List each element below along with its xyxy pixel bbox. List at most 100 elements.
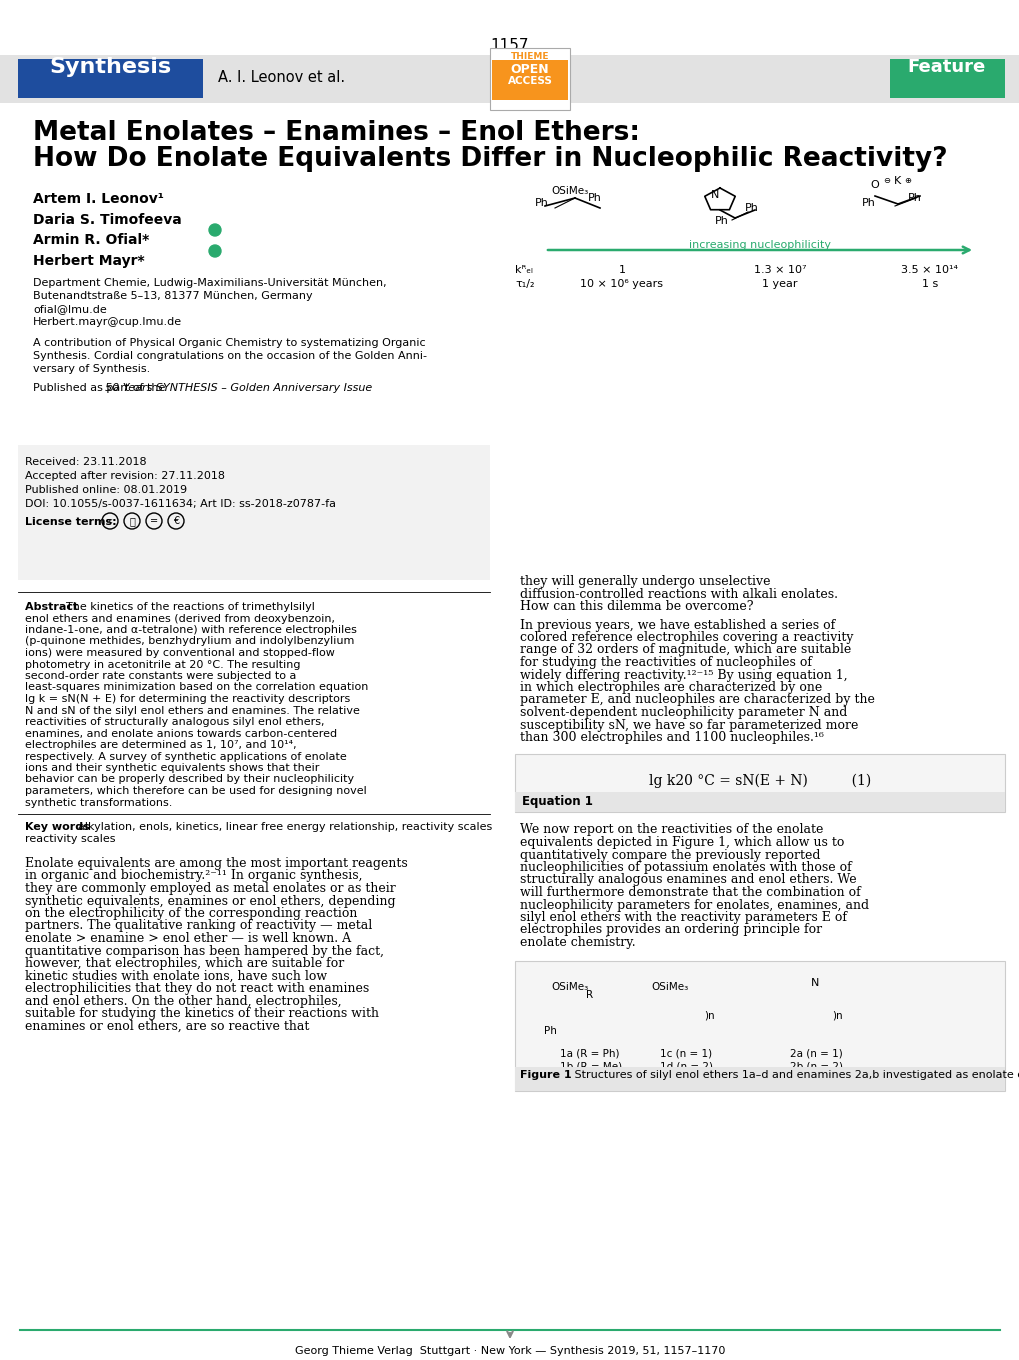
Circle shape xyxy=(209,245,221,257)
Text: Daria S. Timofeeva: Daria S. Timofeeva xyxy=(33,214,181,227)
Text: electrophilicities that they do not react with enamines: electrophilicities that they do not reac… xyxy=(25,982,369,996)
Text: Georg Thieme Verlag  Stuttgart · New York — Synthesis 2019, 51, 1157–1170: Georg Thieme Verlag Stuttgart · New York… xyxy=(294,1346,725,1356)
Bar xyxy=(515,792,1004,812)
Text: License terms:: License terms: xyxy=(25,517,116,526)
Text: )n: )n xyxy=(704,1010,714,1020)
Text: Published online: 08.01.2019: Published online: 08.01.2019 xyxy=(25,486,186,495)
Text: Received: 23.11.2018: Received: 23.11.2018 xyxy=(25,457,147,466)
Text: R: R xyxy=(586,990,593,1001)
Text: parameter E, and nucleophiles are characterized by the: parameter E, and nucleophiles are charac… xyxy=(520,694,874,706)
Text: suitable for studying the kinetics of their reactions with: suitable for studying the kinetics of th… xyxy=(25,1006,379,1020)
Text: widely differing reactivity.¹²⁻¹⁵ By using equation 1,: widely differing reactivity.¹²⁻¹⁵ By usi… xyxy=(520,669,847,681)
Text: OSiMe₃: OSiMe₃ xyxy=(551,982,588,993)
Bar xyxy=(890,58,1004,98)
Text: ACCESS: ACCESS xyxy=(507,76,552,86)
Text: enol ethers and enamines (derived from deoxybenzoin,: enol ethers and enamines (derived from d… xyxy=(25,613,334,623)
Text: OPEN: OPEN xyxy=(511,63,549,76)
Text: Armin R. Ofial*: Armin R. Ofial* xyxy=(33,233,149,248)
Text: Abstract: Abstract xyxy=(25,602,83,612)
Bar xyxy=(515,1066,1004,1091)
Text: ions and their synthetic equivalents shows that their: ions and their synthetic equivalents sho… xyxy=(25,763,319,772)
Text: colored reference electrophiles covering a reactivity: colored reference electrophiles covering… xyxy=(520,631,853,645)
Text: however, that electrophiles, which are suitable for: however, that electrophiles, which are s… xyxy=(25,957,344,970)
Text: Feature: Feature xyxy=(907,58,985,76)
Text: (p-quinone methides, benzhydrylium and indolylbenzylium: (p-quinone methides, benzhydrylium and i… xyxy=(25,636,354,646)
Text: Published as part of the: Published as part of the xyxy=(33,384,169,393)
Text: indane-1-one, and α-tetralone) with reference electrophiles: indane-1-one, and α-tetralone) with refe… xyxy=(25,626,357,635)
Text: lg k20 °C = sN(E + N)          (1): lg k20 °C = sN(E + N) (1) xyxy=(648,774,870,787)
Text: in organic and biochemistry.²⁻¹¹ In organic synthesis,: in organic and biochemistry.²⁻¹¹ In orga… xyxy=(25,869,362,883)
Text: 1.3 × 10⁷: 1.3 × 10⁷ xyxy=(753,265,805,275)
Text: 1 year: 1 year xyxy=(761,279,797,290)
Text: Ph: Ph xyxy=(535,199,548,208)
Text: enamines or enol ethers, are so reactive that: enamines or enol ethers, are so reactive… xyxy=(25,1020,309,1032)
Text: OSiMe₃: OSiMe₃ xyxy=(551,186,588,196)
Text: on the electrophilicity of the corresponding reaction: on the electrophilicity of the correspon… xyxy=(25,907,357,919)
Text: We now report on the reactivities of the enolate: We now report on the reactivities of the… xyxy=(520,824,822,836)
Text: Accepted after revision: 27.11.2018: Accepted after revision: 27.11.2018 xyxy=(25,471,225,481)
Text: least-squares minimization based on the correlation equation: least-squares minimization based on the … xyxy=(25,683,368,692)
Text: reactivity scales: reactivity scales xyxy=(25,834,115,845)
Text: The kinetics of the reactions of trimethylsilyl: The kinetics of the reactions of trimeth… xyxy=(66,602,315,612)
Text: solvent-dependent nucleophilicity parameter N and: solvent-dependent nucleophilicity parame… xyxy=(520,706,847,719)
Text: electrophiles are determined as 1, 10⁷, and 10¹⁴,: electrophiles are determined as 1, 10⁷, … xyxy=(25,740,297,749)
Text: How Do Enolate Equivalents Differ in Nucleophilic Reactivity?: How Do Enolate Equivalents Differ in Nuc… xyxy=(33,146,947,171)
Text: 1d (n = 2): 1d (n = 2) xyxy=(659,1062,712,1072)
Text: photometry in acetonitrile at 20 °C. The resulting: photometry in acetonitrile at 20 °C. The… xyxy=(25,660,301,669)
Text: susceptibility sN, we have so far parameterized more: susceptibility sN, we have so far parame… xyxy=(520,718,858,732)
Text: DOI: 10.1055/s-0037-1611634; Art ID: ss-2018-z0787-fa: DOI: 10.1055/s-0037-1611634; Art ID: ss-… xyxy=(25,499,335,509)
Text: 1 s: 1 s xyxy=(921,279,937,290)
Bar xyxy=(491,60,568,101)
Text: partners. The qualitative ranking of reactivity — metal: partners. The qualitative ranking of rea… xyxy=(25,919,372,933)
Text: and enol ethers. On the other hand, electrophiles,: and enol ethers. On the other hand, elec… xyxy=(25,994,341,1008)
Text: respectively. A survey of synthetic applications of enolate: respectively. A survey of synthetic appl… xyxy=(25,752,346,762)
Text: electrophiles provides an ordering principle for: electrophiles provides an ordering princ… xyxy=(520,923,821,937)
Text: for studying the reactivities of nucleophiles of: for studying the reactivities of nucleop… xyxy=(520,656,811,669)
Text: 10 × 10⁶ years: 10 × 10⁶ years xyxy=(580,279,662,290)
Text: Ph: Ph xyxy=(714,216,729,226)
Text: kᴿₑₗ: kᴿₑₗ xyxy=(515,265,532,275)
Text: K: K xyxy=(893,175,901,186)
Text: Equation 1: Equation 1 xyxy=(522,794,592,808)
Text: N: N xyxy=(810,978,818,989)
Text: Structures of silyl enol ethers 1a–d and enamines 2a,b investigated as enolate e: Structures of silyl enol ethers 1a–d and… xyxy=(564,1070,1019,1080)
Text: synthetic equivalents, enamines or enol ethers, depending: synthetic equivalents, enamines or enol … xyxy=(25,895,395,907)
Text: Enolate equivalents are among the most important reagents: Enolate equivalents are among the most i… xyxy=(25,857,408,870)
Text: ⊕: ⊕ xyxy=(903,175,910,185)
Text: ofial@lmu.de: ofial@lmu.de xyxy=(33,305,107,314)
Text: N and sN of the silyl enol ethers and enamines. The relative: N and sN of the silyl enol ethers and en… xyxy=(25,706,360,715)
Text: 3.5 × 10¹⁴: 3.5 × 10¹⁴ xyxy=(901,265,958,275)
Text: equivalents depicted in Figure 1, which allow us to: equivalents depicted in Figure 1, which … xyxy=(520,836,844,849)
Text: 1: 1 xyxy=(618,265,625,275)
Text: silyl enol ethers with the reactivity parameters E of: silyl enol ethers with the reactivity pa… xyxy=(520,911,846,923)
Text: quantitatively compare the previously reported: quantitatively compare the previously re… xyxy=(520,849,819,861)
Text: Metal Enolates – Enamines – Enol Ethers:: Metal Enolates – Enamines – Enol Ethers: xyxy=(33,120,639,146)
Text: Butenandtstraße 5–13, 81377 München, Germany: Butenandtstraße 5–13, 81377 München, Ger… xyxy=(33,291,312,301)
Text: 1c (n = 1): 1c (n = 1) xyxy=(659,1049,711,1058)
Bar xyxy=(0,54,1019,103)
Text: How can this dilemma be overcome?: How can this dilemma be overcome? xyxy=(520,600,753,613)
Text: increasing nucleophilicity: increasing nucleophilicity xyxy=(688,239,830,250)
Text: will furthermore demonstrate that the combination of: will furthermore demonstrate that the co… xyxy=(520,885,860,899)
Text: Synthesis: Synthesis xyxy=(49,57,171,78)
Text: Herbert.mayr@cup.lmu.de: Herbert.mayr@cup.lmu.de xyxy=(33,317,182,326)
Text: 1157: 1157 xyxy=(490,38,529,53)
Text: A contribution of Physical Organic Chemistry to systematizing Organic: A contribution of Physical Organic Chemi… xyxy=(33,339,425,348)
Text: alkylation, enols, kinetics, linear free energy relationship, reactivity scales: alkylation, enols, kinetics, linear free… xyxy=(71,821,492,832)
Text: 2a (n = 1): 2a (n = 1) xyxy=(790,1049,842,1058)
Text: Figure 1: Figure 1 xyxy=(520,1070,571,1080)
Bar xyxy=(515,753,1004,812)
Text: Department Chemie, Ludwig-Maximilians-Universität München,: Department Chemie, Ludwig-Maximilians-Un… xyxy=(33,277,386,288)
Text: 50 Years SYNTHESIS – Golden Anniversary Issue: 50 Years SYNTHESIS – Golden Anniversary … xyxy=(105,384,372,393)
Text: €: € xyxy=(173,515,179,526)
Text: parameters, which therefore can be used for designing novel: parameters, which therefore can be used … xyxy=(25,786,367,796)
Text: nucleophilicities of potassium enolates with those of: nucleophilicities of potassium enolates … xyxy=(520,861,851,874)
Text: behavior can be properly described by their nucleophilicity: behavior can be properly described by th… xyxy=(25,774,354,785)
Bar xyxy=(489,48,570,110)
Text: reactivities of structurally analogous silyl enol ethers,: reactivities of structurally analogous s… xyxy=(25,717,324,728)
Text: 1b (R = Me): 1b (R = Me) xyxy=(559,1062,622,1072)
Text: quantitative comparison has been hampered by the fact,: quantitative comparison has been hampere… xyxy=(25,944,383,957)
Text: 1a (R = Ph): 1a (R = Ph) xyxy=(559,1049,619,1058)
Text: nucleophilicity parameters for enolates, enamines, and: nucleophilicity parameters for enolates,… xyxy=(520,899,868,911)
Text: A. I. Leonov et al.: A. I. Leonov et al. xyxy=(218,71,344,86)
